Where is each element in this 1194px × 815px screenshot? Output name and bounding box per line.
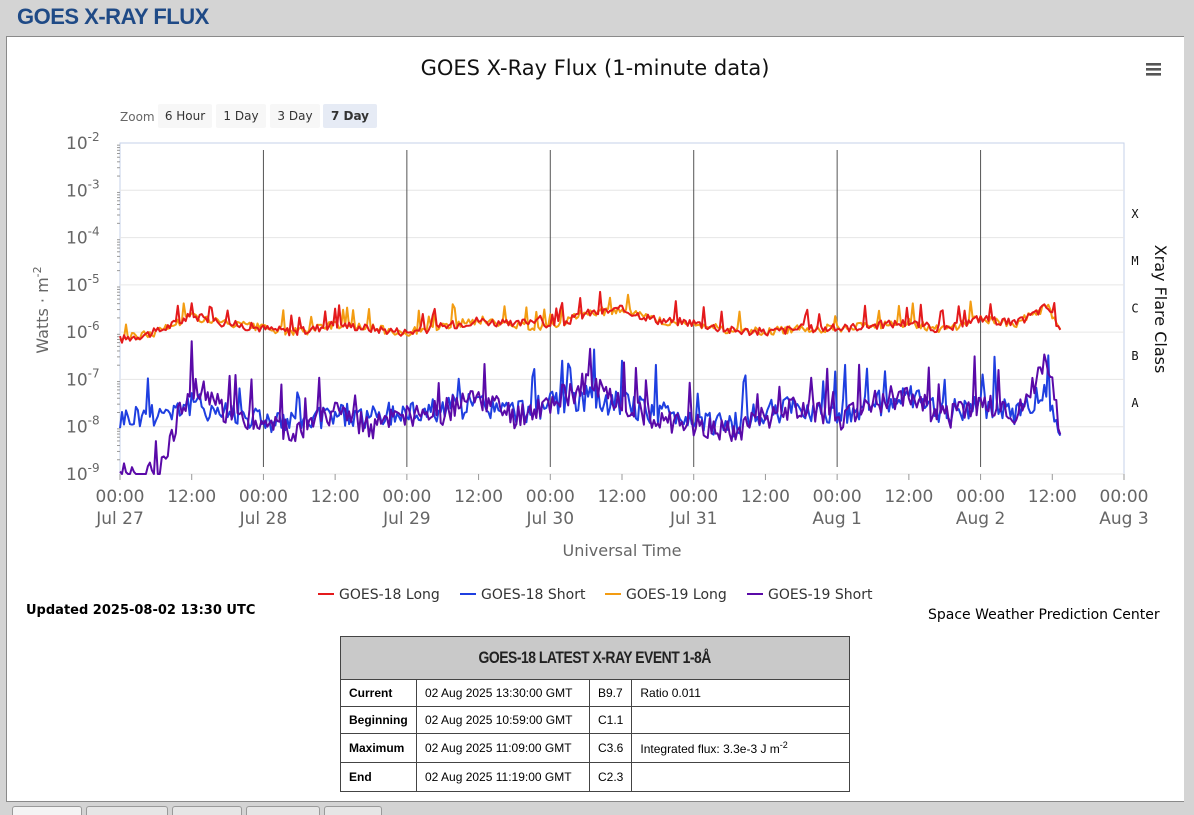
x-tick-time: 00:00: [526, 487, 575, 507]
x-tick-time: 00:00: [813, 487, 862, 507]
flare-class-label: B: [1131, 349, 1138, 363]
series-group: [119, 290, 1062, 475]
zoom-button-label: 6 Hour: [165, 109, 205, 123]
integrated-flux-text: Integrated flux: 3.3e-3 J m: [640, 742, 780, 756]
flare-class-label: M: [1131, 254, 1138, 268]
zoom-label: Zoom: [120, 110, 155, 124]
event-row-label: Current: [340, 679, 417, 707]
x-tick-time: 00:00: [1100, 487, 1149, 507]
table-row: Maximum 02 Aug 2025 11:09:00 GMT C3.6 In…: [340, 733, 850, 763]
swpc-credit: Space Weather Prediction Center: [928, 607, 1160, 623]
series-line-goes-18-long: [119, 290, 1062, 344]
y-tick-label: 10-7: [66, 366, 100, 390]
x-tick-date: Aug 3: [1099, 509, 1148, 529]
x-tick-time: 00:00: [382, 487, 431, 507]
event-row-class: C2.3: [588, 762, 633, 792]
zoom-6-hour-button[interactable]: 6 Hour: [158, 104, 212, 128]
integrated-flux-unit-exponent: -2: [779, 740, 788, 750]
menu-icon[interactable]: [1141, 58, 1165, 80]
table-row: Beginning 02 Aug 2025 10:59:00 GMT C1.1: [340, 706, 850, 734]
zoom-7-day-button[interactable]: 7 Day: [323, 104, 377, 128]
zoom-buttons: 6 Hour 1 Day 3 Day 7 Day: [158, 104, 377, 128]
legend-label: GOES-19 Short: [768, 587, 873, 603]
page-title: GOES X-RAY FLUX: [17, 4, 209, 29]
x-tick-time: 12:00: [1028, 487, 1077, 507]
flare-class-axis: X M C B A: [1131, 207, 1139, 410]
event-row-time: 02 Aug 2025 10:59:00 GMT: [416, 706, 590, 734]
flare-class-label: C: [1131, 302, 1138, 316]
x-tick-time: 00:00: [956, 487, 1005, 507]
event-row-extra: Integrated flux: 3.3e-3 J m-2: [631, 733, 850, 763]
table-row: Current 02 Aug 2025 13:30:00 GMT B9.7 Ra…: [340, 679, 850, 707]
event-row-extra: Ratio 0.011: [631, 679, 850, 707]
x-tick-time: 12:00: [741, 487, 790, 507]
flare-class-label: A: [1131, 396, 1139, 410]
event-row-extra: [631, 706, 850, 734]
series-line-goes-18-short: [119, 348, 1062, 438]
legend-item[interactable]: GOES-18 Short: [460, 587, 586, 603]
chart-title: GOES X-Ray Flux (1-minute data): [421, 56, 770, 80]
y-tick-label: 10-3: [66, 177, 100, 201]
x-tick-date: Jul 28: [239, 509, 288, 529]
flare-class-axis-label: Xray Flare Class: [1151, 245, 1170, 374]
zoom-button-label: 3 Day: [277, 109, 312, 123]
event-row-time: 02 Aug 2025 11:19:00 GMT: [416, 762, 590, 792]
legend-item[interactable]: GOES-19 Short: [747, 587, 873, 603]
x-tick-time: 00:00: [96, 487, 145, 507]
x-tick-time: 12:00: [311, 487, 360, 507]
legend-label: GOES-19 Long: [626, 587, 727, 603]
x-tick-date: Jul 27: [95, 509, 144, 529]
x-tick-time: 12:00: [167, 487, 216, 507]
y-tick-label: 10-2: [66, 130, 100, 154]
legend-label: GOES-18 Long: [339, 587, 440, 603]
y-tick-label: 10-9: [66, 461, 100, 485]
y-tick-label: 10-5: [66, 272, 100, 296]
event-row-class: B9.7: [588, 679, 633, 707]
event-row-class: C1.1: [588, 706, 633, 734]
zoom-button-label: 7 Day: [331, 109, 369, 123]
x-tick-date: Jul 29: [382, 509, 431, 529]
updated-timestamp: Updated 2025-08-02 13:30 UTC: [26, 603, 256, 618]
legend-item[interactable]: GOES-19 Long: [605, 587, 727, 603]
x-tick-date: Jul 31: [669, 509, 718, 529]
y-axis: 10-2 10-3 10-4 10-5 10-6 10-7 10-8 10-9: [66, 130, 100, 485]
flare-class-label: X: [1131, 207, 1139, 221]
x-axis-label: Universal Time: [562, 541, 681, 560]
y-tick-label: 10-4: [66, 225, 100, 249]
y-axis-label: Watts · m-2: [31, 266, 52, 353]
event-row-time: 02 Aug 2025 13:30:00 GMT: [416, 679, 590, 707]
y-tick-label: 10-6: [66, 319, 100, 343]
x-tick-time: 12:00: [598, 487, 647, 507]
x-tick-time: 00:00: [239, 487, 288, 507]
zoom-1-day-button[interactable]: 1 Day: [216, 104, 266, 128]
y-tick-label: 10-8: [66, 414, 100, 438]
series-line-goes-19-short: [119, 340, 1062, 475]
event-row-label: Maximum: [340, 733, 417, 763]
x-tick-date: Jul 30: [526, 509, 575, 529]
event-table-title: GOES-18 LATEST X-RAY EVENT 1-8Å: [340, 636, 850, 680]
event-row-extra: [631, 762, 850, 792]
page-margin: [1184, 36, 1194, 811]
series-line-goes-19-long: [119, 293, 1062, 342]
x-tick-time: 00:00: [669, 487, 718, 507]
event-row-label: Beginning: [340, 706, 417, 734]
x-tick-time: 12:00: [884, 487, 933, 507]
legend-item[interactable]: GOES-18 Long: [318, 587, 440, 603]
xray-flux-chart: GOES X-Ray Flux (1-minute data) Zoom 6 H…: [31, 56, 1170, 603]
table-row: End 02 Aug 2025 11:19:00 GMT C2.3: [340, 762, 850, 792]
event-row-label: End: [340, 762, 417, 792]
event-row-class: C3.6: [588, 733, 633, 763]
x-tick-date: Aug 2: [956, 509, 1005, 529]
x-tick-date: Aug 1: [812, 509, 861, 529]
page-header: GOES X-RAY FLUX: [0, 0, 1194, 36]
legend-label: GOES-18 Short: [481, 587, 586, 603]
zoom-3-day-button[interactable]: 3 Day: [270, 104, 320, 128]
latest-event-table: GOES-18 LATEST X-RAY EVENT 1-8Å Current …: [340, 636, 850, 792]
x-tick-time: 12:00: [454, 487, 503, 507]
event-row-time: 02 Aug 2025 11:09:00 GMT: [416, 733, 590, 763]
chart-legend: GOES-18 Long GOES-18 Short GOES-19 Long GOE…: [318, 587, 873, 603]
zoom-button-label: 1 Day: [223, 109, 258, 123]
